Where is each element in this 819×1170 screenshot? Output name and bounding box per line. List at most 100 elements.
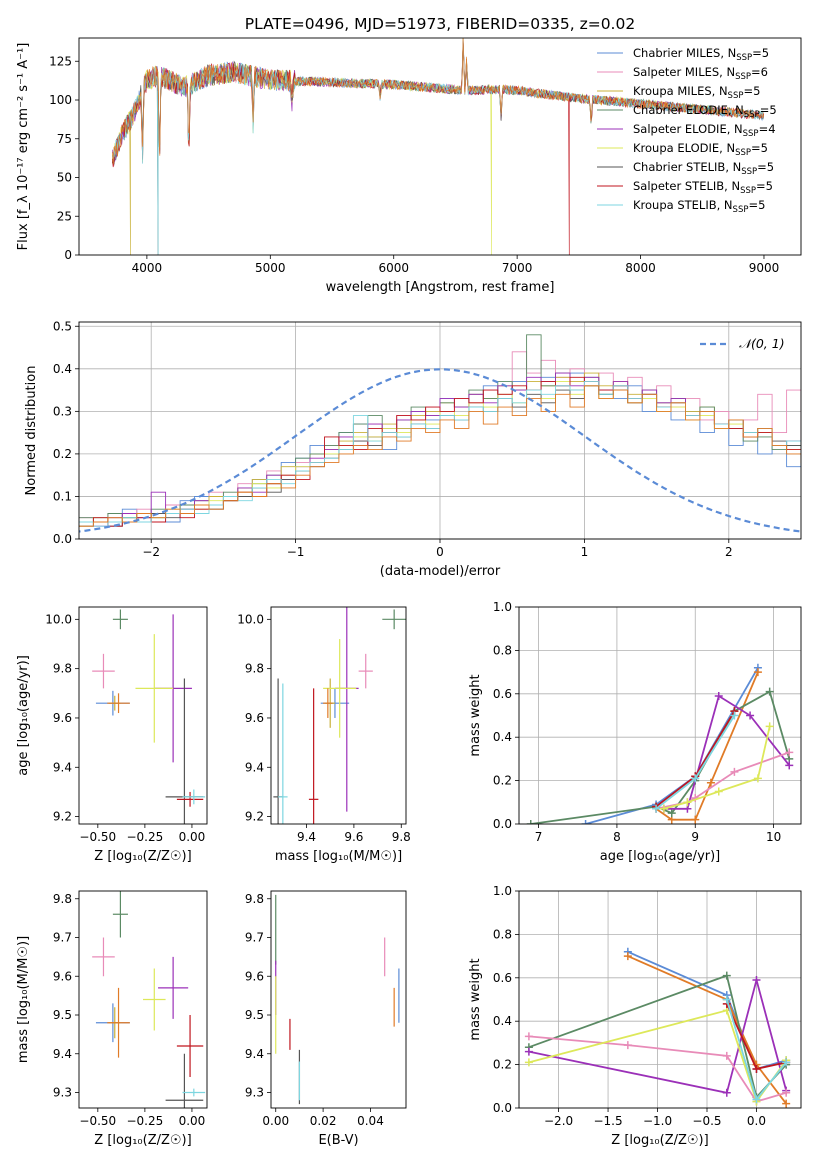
x-tick-label: 4000: [132, 261, 163, 275]
x-tick-label: 9.8: [392, 830, 411, 844]
plot-area: [111, 38, 765, 255]
y-tick-label: 9.2: [245, 810, 264, 824]
x-tick-label: −0.25: [126, 1114, 163, 1128]
x-tick-label: 8: [613, 830, 621, 844]
weight-marker: [752, 1095, 761, 1104]
hist-orange: [79, 385, 801, 527]
y-axis-label: Normed distribution: [24, 366, 39, 496]
hist-chabrier-elodie: [79, 334, 801, 523]
weight-marker: [691, 774, 700, 783]
y-tick-label: 0.0: [53, 532, 72, 546]
weight-marker: [730, 711, 739, 720]
weight-marker: [782, 1088, 791, 1097]
weight-marker: [524, 1047, 533, 1056]
y-tick-label: 0.6: [493, 971, 512, 985]
y-tick-label: 0.4: [493, 730, 512, 744]
y-tick-label: 0.0: [493, 1101, 512, 1115]
x-axis-label: Z [log₁₀(Z/Z☉)]: [94, 1133, 191, 1148]
y-tick-label: 9.6: [53, 969, 72, 983]
y-tick-label: 75: [57, 132, 72, 146]
plot-area: [79, 334, 801, 533]
axes-frame: [518, 606, 802, 825]
panel-mass_age: 9.4 9.6 9.8 9.2 9.4 9.6 9.8 10.0 mass [log₁₀(M/M…: [237, 606, 411, 864]
weight-marker: [623, 952, 632, 961]
errorbar-point: [182, 1088, 206, 1097]
errorbar-point: [135, 634, 174, 743]
y-tick-label: 9.3: [53, 1086, 72, 1100]
weight-marker: [623, 1041, 632, 1050]
y-tick-label: 25: [57, 209, 72, 223]
x-tick-label: 0.00: [262, 1114, 289, 1128]
x-tick-label: −0.5: [692, 1114, 721, 1128]
errorbar-point: [308, 688, 319, 824]
weight-line-salpeter-elodie: [663, 694, 791, 810]
weight-marker: [581, 820, 590, 824]
panel-z_age: −0.50 −0.25 0.00 9.2 9.4 9.6 9.8 10.0 Z [log₁₀(Z…: [16, 606, 208, 864]
weight-line-chabrier-miles: [585, 667, 759, 824]
plot-area: [526, 663, 794, 824]
x-tick-label: −0.25: [126, 830, 163, 844]
y-axis-label: Flux [f_λ 10⁻¹⁷ erg cm⁻² s⁻¹ A⁻¹]: [16, 43, 31, 251]
y-tick-label: 125: [49, 54, 72, 68]
x-tick-label: 7000: [502, 261, 533, 275]
weight-marker: [714, 787, 723, 796]
y-tick-label: 9.8: [53, 662, 72, 676]
y-tick-label: 1.0: [493, 600, 512, 614]
panel-ebv_mass: 0.00 0.02 0.04 9.3 9.4 9.5 9.6 9.7 9.8 E(B-V): [245, 890, 407, 1148]
errorbar-point: [182, 789, 206, 805]
x-tick-label: 2: [725, 545, 733, 559]
y-tick-label: 0.2: [493, 1058, 512, 1072]
y-tick-label: 10.0: [45, 612, 72, 626]
normal-curve: [79, 368, 801, 533]
x-tick-label: 9.6: [344, 830, 363, 844]
figure-title: PLATE=0496, MJD=51973, FIBERID=0335, z=0…: [245, 15, 635, 33]
y-tick-label: 0.2: [493, 774, 512, 788]
y-tick-label: 9.6: [53, 711, 72, 725]
weight-marker: [782, 1058, 791, 1067]
y-tick-label: 10.0: [237, 612, 264, 626]
errorbar-point: [158, 956, 189, 1019]
weight-marker: [524, 1058, 533, 1067]
errorbar-point: [165, 1053, 204, 1108]
y-tick-label: 9.5: [53, 1008, 72, 1022]
weight-marker: [722, 995, 731, 1004]
weight-marker: [753, 668, 762, 677]
axes-frame: [270, 606, 407, 825]
weight-marker: [765, 687, 774, 696]
plot-area: [524, 947, 791, 1108]
y-tick-label: 9.8: [245, 662, 264, 676]
hist-chabrier-miles: [79, 372, 801, 527]
plot-area: [92, 891, 206, 1108]
x-tick-label: −0.50: [79, 1114, 116, 1128]
weight-marker: [753, 774, 762, 783]
errorbar-point: [176, 791, 204, 807]
x-tick-label: 0.04: [357, 1114, 384, 1128]
x-tick-label: −0.50: [79, 830, 116, 844]
x-tick-label: −2: [142, 545, 160, 559]
legend-label: Chabrier STELIB, NSSP=5: [633, 160, 774, 177]
weight-marker: [752, 1064, 761, 1073]
errorbar-point: [107, 693, 130, 714]
x-tick-label: −1: [287, 545, 305, 559]
y-axis-label: mass [log₁₀(M/M☉)]: [16, 936, 31, 1063]
y-tick-label: 0.2: [53, 447, 72, 461]
errorbar-point: [382, 609, 406, 630]
weight-marker: [706, 778, 715, 787]
y-tick-label: 9.8: [245, 892, 264, 906]
hist-salpeter-elodie: [79, 372, 801, 527]
weight-marker: [785, 761, 794, 770]
panel-z_mass: −0.50 −0.25 0.00 9.3 9.4 9.5 9.6 9.7 9.8 Z [log₁₀…: [16, 890, 208, 1148]
y-tick-label: 9.4: [53, 1047, 72, 1061]
y-axis-label: mass weight: [468, 958, 483, 1040]
weight-marker: [526, 820, 535, 824]
y-tick-label: 0.4: [493, 1014, 512, 1028]
x-tick-label: 0.00: [179, 830, 206, 844]
legend-label: Salpeter ELODIE, NSSP=4: [633, 122, 776, 139]
y-axis-label: age [log₁₀(age/yr)]: [16, 655, 31, 776]
errorbar-point: [112, 609, 128, 630]
x-axis-label: mass [log₁₀(M/M☉)]: [275, 849, 402, 864]
y-axis-label: mass weight: [468, 674, 483, 756]
legend-label: Kroupa ELODIE, NSSP=5: [633, 141, 768, 158]
y-tick-label: 0.8: [493, 643, 512, 657]
legend-label: Salpeter STELIB, NSSP=5: [633, 179, 773, 196]
